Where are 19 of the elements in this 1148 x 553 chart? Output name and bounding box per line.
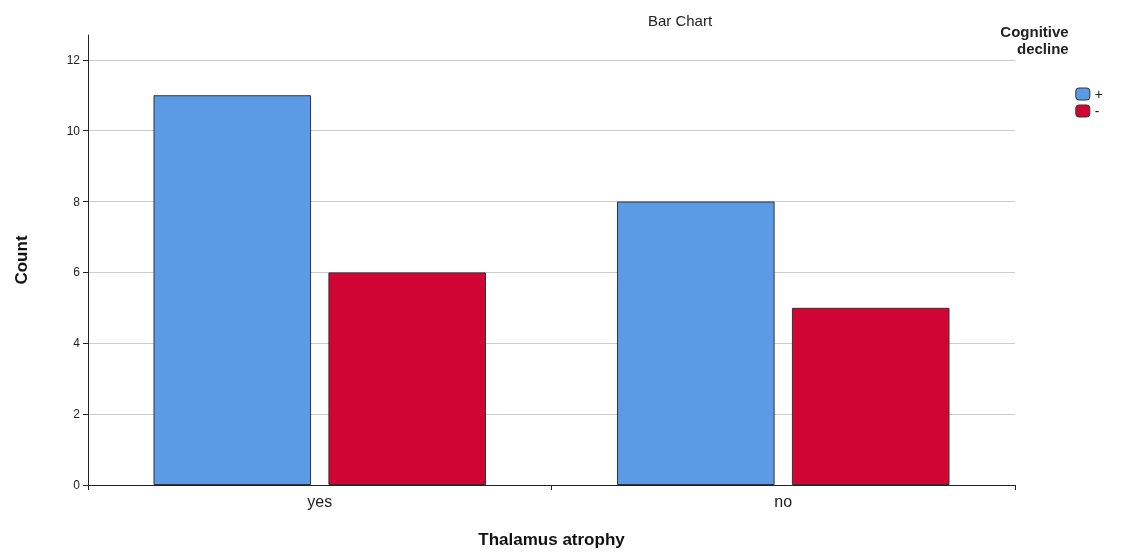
- bar: [791, 307, 950, 485]
- y-tick-label: 10: [66, 123, 81, 138]
- x-axis-title: Thalamus atrophy: [478, 530, 626, 549]
- y-tick-label: 2: [73, 407, 81, 422]
- y-tick-label: 6: [73, 265, 81, 280]
- y-axis-title: Count: [12, 235, 31, 285]
- x-tick-label: no: [774, 492, 793, 510]
- y-tick-label: 0: [73, 478, 81, 492]
- y-tick-label: 8: [73, 194, 81, 209]
- x-tick-label: yes: [307, 492, 333, 510]
- bar: [153, 95, 312, 485]
- legend-label: -: [1094, 103, 1100, 119]
- y-tick-label: 12: [66, 52, 81, 67]
- legend-label: +: [1094, 86, 1104, 102]
- bar: [328, 272, 487, 485]
- chart-title: Bar Chart: [647, 12, 713, 29]
- legend-title: Cognitive decline: [1000, 23, 1069, 57]
- y-tick-label: 4: [73, 336, 81, 351]
- bar: [616, 201, 775, 485]
